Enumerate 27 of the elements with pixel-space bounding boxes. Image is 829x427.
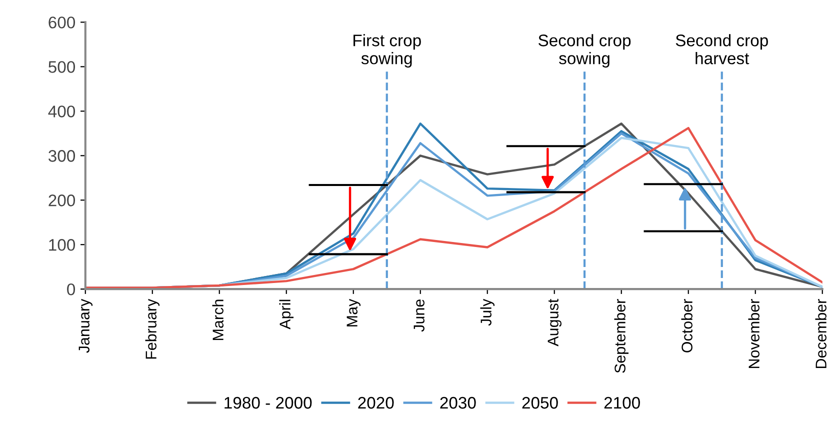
x-tick-label: July [480,298,494,326]
x-tick-label: December [815,299,826,368]
annotation: Second crop sowing [538,34,631,68]
legend-label: 2020 [358,396,394,409]
y-tick-label: 500 [48,61,76,73]
legend-label: 2050 [522,396,558,409]
y-tick-label: 300 [48,150,76,162]
annotation: Second crop harvest [676,34,768,64]
y-tick-label: 200 [48,194,76,206]
x-tick-label: September [614,299,628,373]
x-tick-label: May [346,298,360,326]
y-tick-label: 0 [67,283,76,296]
x-tick-label: August [548,298,562,346]
x-tick-label: November [748,299,760,368]
x-tick-label: April [279,300,294,330]
y-tick-label: 100 [49,239,76,251]
x-tick-label: March [212,300,224,340]
y-tick-label: 600 [48,16,76,28]
legend-label: 2100 [604,396,640,409]
annotation: First crop sowing [354,34,421,68]
y-tick-label: 400 [48,106,76,118]
legend-label: 2030 [440,396,476,409]
legend-label: 1980 - 2000 [224,396,312,409]
x-tick-label: February [145,298,160,359]
x-tick-label: June [414,299,424,332]
x-tick-label: October [681,299,692,352]
x-tick-label: January [78,298,93,353]
